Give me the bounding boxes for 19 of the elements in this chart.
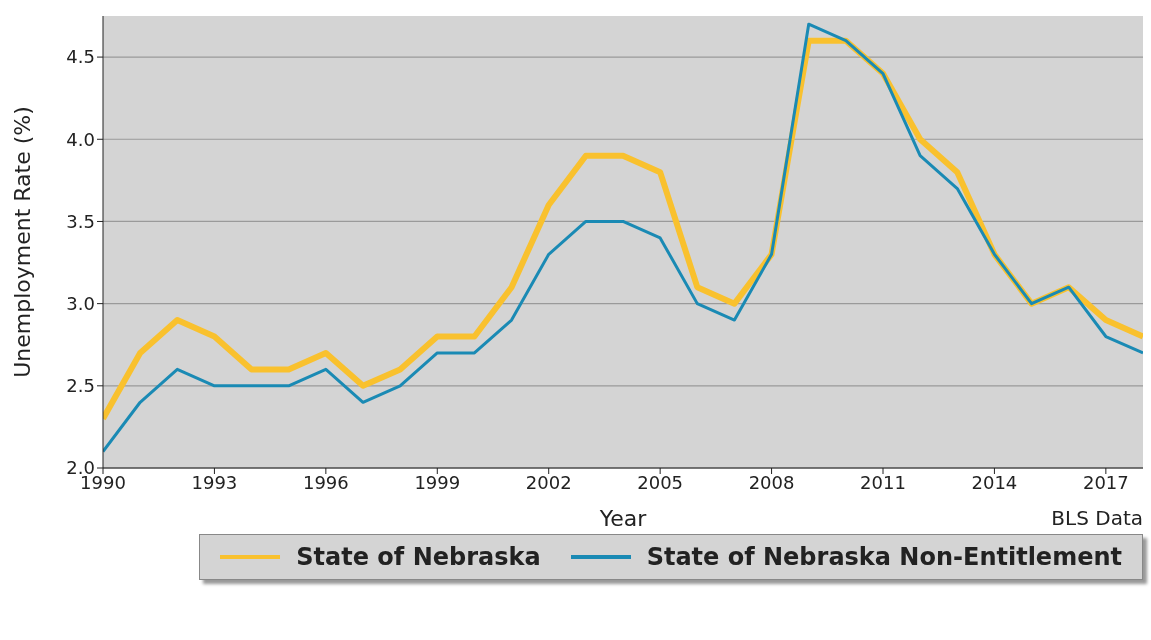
text: BLS Data <box>1051 506 1143 530</box>
x-tick-label: 2008 <box>748 471 795 493</box>
x-axis-title: Year <box>598 506 648 531</box>
x-tick-label: 1999 <box>414 471 461 493</box>
x-tick-label: 1996 <box>302 471 349 493</box>
y-tick-label: 4.5 <box>66 46 95 68</box>
y-tick-label: 4.0 <box>66 128 95 150</box>
x-tick-label: 2011 <box>860 471 906 493</box>
y-axis-title: Unemployment Rate (%) <box>9 106 35 378</box>
x-tick-label: 2002 <box>525 471 572 493</box>
x-tick-label: 1993 <box>191 471 238 493</box>
legend-label: State of Nebraska <box>296 543 541 571</box>
y-tick-label: 3.5 <box>66 210 95 232</box>
legend-label: State of Nebraska Non-Entitlement <box>646 543 1122 571</box>
x-tick-label: 2005 <box>637 471 684 493</box>
x-tick-label: 2014 <box>971 471 1018 493</box>
y-tick-label: 3.0 <box>66 293 95 315</box>
x-tick-label: 2017 <box>1082 471 1129 493</box>
y-tick-label: 2.5 <box>66 375 95 397</box>
